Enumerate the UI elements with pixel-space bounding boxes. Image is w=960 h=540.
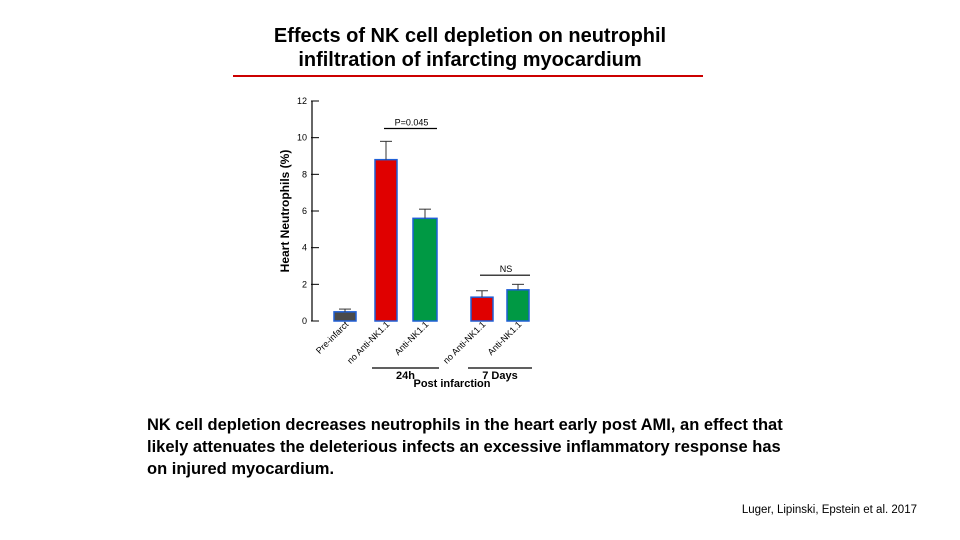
summary-text: NK cell depletion decreases neutrophils … bbox=[147, 416, 783, 478]
title-underline bbox=[233, 75, 703, 77]
y-tick-label: 6 bbox=[302, 206, 307, 216]
y-tick-label: 2 bbox=[302, 279, 307, 289]
group-label: 7 Days bbox=[482, 370, 517, 382]
slide-title: Effects of NK cell depletion on neutroph… bbox=[200, 24, 740, 72]
slide-title-line-1: Effects of NK cell depletion on neutroph… bbox=[273, 25, 667, 47]
group-label: 24h bbox=[396, 370, 415, 382]
y-axis-label: Heart Neutrophils (%) bbox=[278, 150, 292, 273]
x-tick-label: Anti-NK1.1 bbox=[393, 319, 431, 357]
slide-title-line-2: infiltration of infarcting myocardium bbox=[298, 49, 642, 71]
bar bbox=[412, 217, 438, 322]
y-tick-label: 4 bbox=[302, 243, 307, 253]
x-tick-label: no Anti-NK1.1 bbox=[441, 319, 487, 365]
x-tick-label: no Anti-NK1.1 bbox=[345, 319, 391, 365]
x-tick-label: Pre-infarct bbox=[314, 319, 351, 356]
bar bbox=[374, 158, 398, 322]
x-tick-label: Anti-NK1.1 bbox=[486, 319, 524, 357]
group-caption: Post infarction bbox=[413, 378, 490, 390]
y-tick-label: 8 bbox=[302, 169, 307, 179]
significance-label: NS bbox=[500, 264, 513, 274]
y-tick-label: 10 bbox=[297, 133, 307, 143]
bar bbox=[506, 289, 530, 322]
bar-chart: 0 2 4 6 8 10 12 Heart Neutrophils (%) Pre-infarc… bbox=[278, 96, 532, 390]
bar bbox=[470, 296, 494, 322]
citation: Luger, Lipinski, Epstein et al. 2017 bbox=[741, 504, 917, 516]
y-tick-label: 12 bbox=[297, 96, 307, 106]
bar bbox=[333, 311, 357, 322]
y-tick-label: 0 bbox=[302, 316, 307, 326]
significance-label: P=0.045 bbox=[395, 118, 429, 128]
